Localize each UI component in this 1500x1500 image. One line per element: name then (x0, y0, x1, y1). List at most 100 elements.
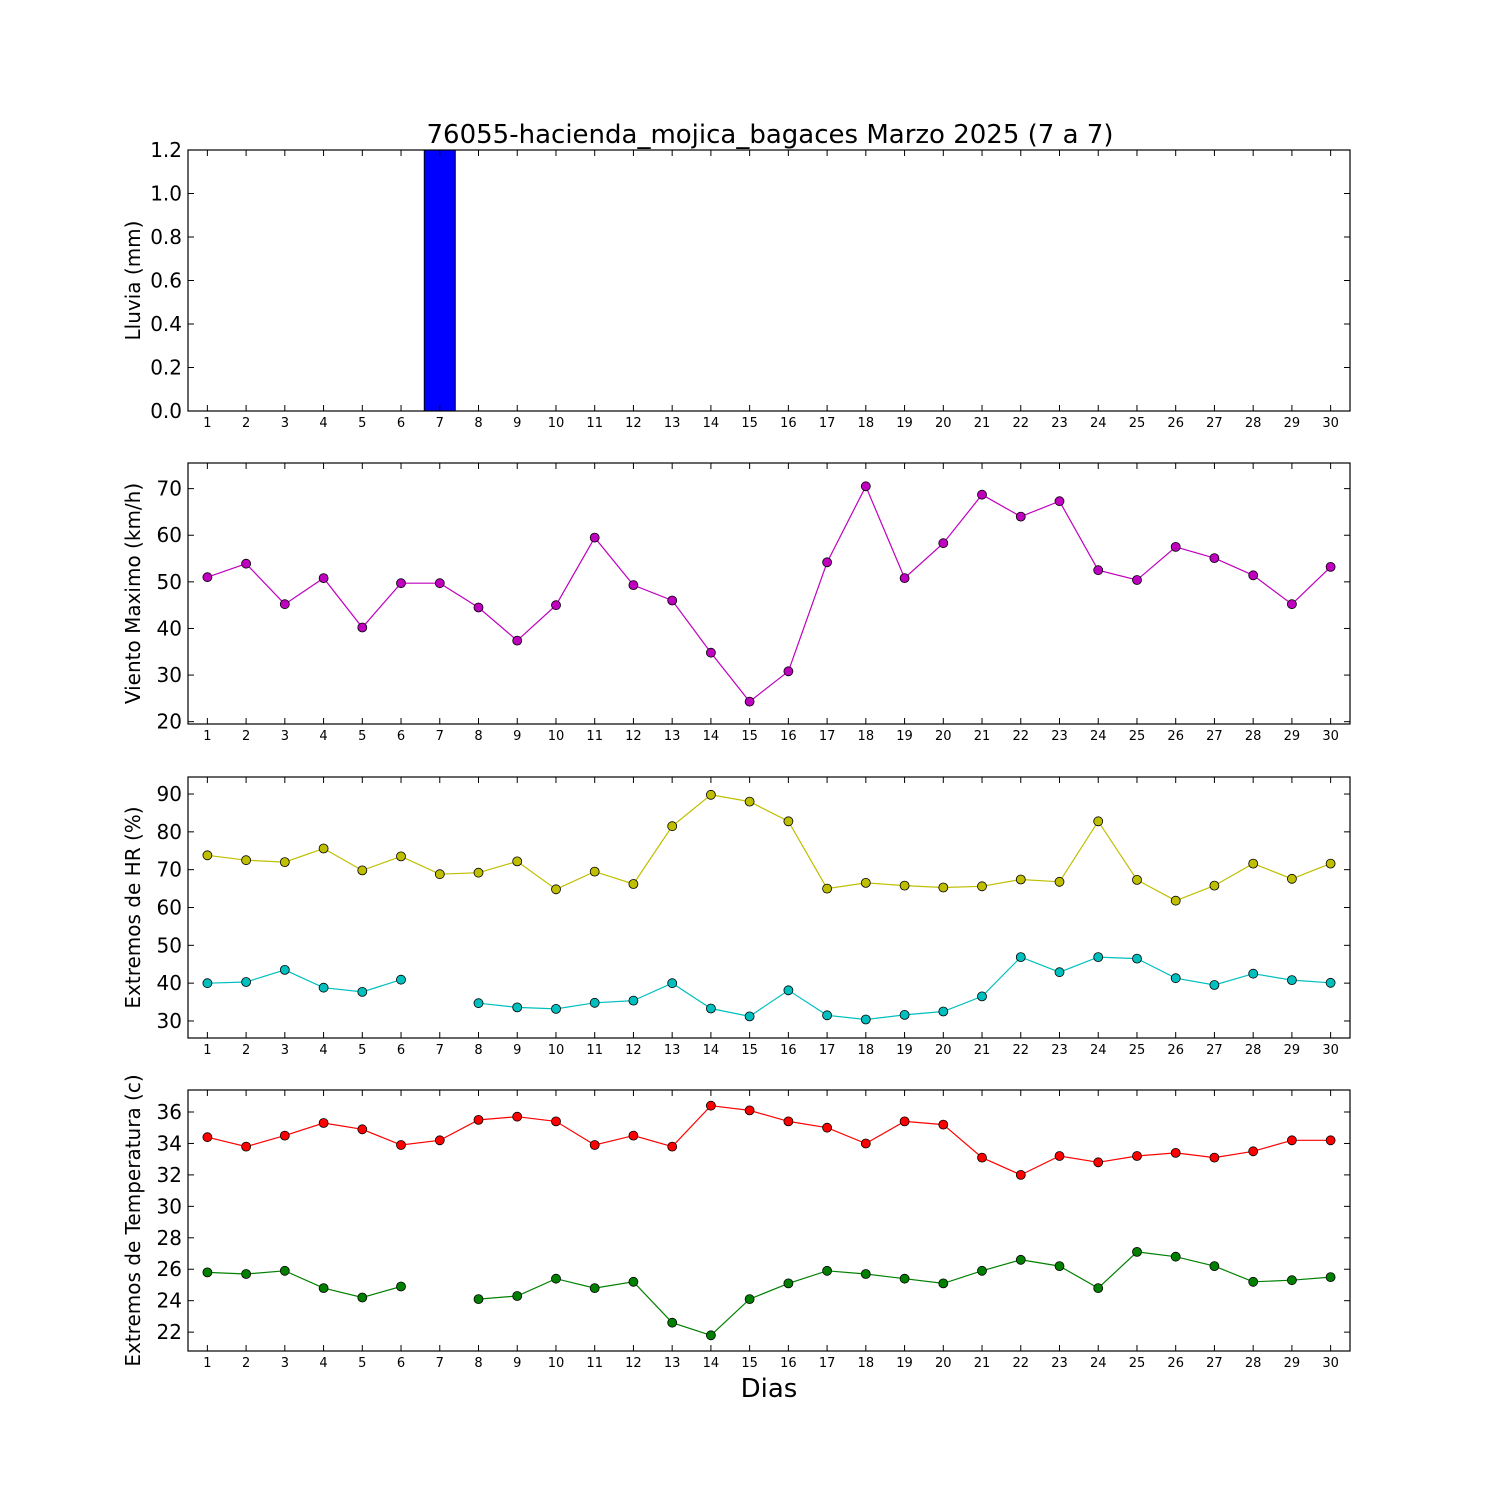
series-2-point-day-15 (744, 1011, 755, 1022)
xtick-label: 20 (935, 1043, 952, 1058)
series-1-point-day-11 (589, 866, 600, 877)
plot-frame (187, 776, 1351, 1039)
ytick-label: 40 (157, 971, 182, 995)
xtick-label: 15 (741, 416, 758, 431)
ytick-label: 1.2 (150, 138, 182, 162)
xtick-label: 2 (242, 416, 250, 431)
series-1-point-day-22 (1015, 1170, 1026, 1180)
xtick-label: 16 (780, 416, 797, 431)
series-1-point-day-10 (551, 884, 561, 895)
series-1-point-day-1 (202, 850, 213, 861)
series-1-point-day-4 (318, 1118, 329, 1128)
series-2-point-day-16 (783, 985, 794, 996)
series-1-point-day-19 (899, 573, 910, 583)
series-2-point-day-26 (1170, 1251, 1181, 1262)
xtick-label: 22 (1012, 729, 1029, 744)
series-1-point-day-12 (628, 580, 639, 590)
ytick-label: 30 (157, 663, 182, 687)
xtick-label: 22 (1012, 1043, 1029, 1058)
xtick-label: 18 (858, 1356, 875, 1371)
xtick-label: 17 (819, 1043, 836, 1058)
ytick-label: 0.8 (150, 225, 182, 249)
series-1-point-day-5 (357, 865, 368, 876)
series-2-point-day-11 (589, 997, 600, 1008)
xtick-label: 16 (780, 1356, 797, 1371)
xtick-label: 2 (242, 1043, 250, 1058)
series-1-point-day-7 (434, 869, 445, 880)
series-2-point-day-15 (744, 1294, 755, 1304)
xtick-label: 9 (513, 416, 521, 431)
xtick-label: 5 (358, 1043, 366, 1058)
series-1-line-segment (207, 1105, 1331, 1176)
series-1-point-day-23 (1054, 1151, 1065, 1161)
ytick-label: 70 (157, 858, 182, 882)
series-1-point-day-25 (1132, 575, 1142, 585)
xtick-label: 8 (474, 1043, 482, 1058)
xtick-label: 14 (703, 1356, 720, 1371)
series-2-point-day-19 (899, 1010, 910, 1020)
series-2-point-day-25 (1132, 953, 1142, 964)
ytick-label: 30 (157, 1194, 182, 1218)
panel-1: 0.00.20.40.60.81.01.21 2 3 4 5 6 7 8 9 10 11 12 13 14… (121, 138, 1351, 431)
xtick-label: 29 (1284, 1043, 1301, 1058)
series-2-point-day-11 (589, 1283, 600, 1293)
xtick-label: 7 (436, 1356, 444, 1371)
series-1-point-day-6 (396, 851, 406, 862)
series-1-point-day-7 (434, 1135, 445, 1146)
y-axis-label: Extremos de Temperatura (c) (121, 1074, 145, 1366)
xtick-label: 26 (1167, 416, 1184, 431)
xtick-label: 23 (1051, 729, 1068, 744)
xtick-label: 6 (397, 1356, 405, 1371)
ytick-label: 24 (157, 1289, 182, 1313)
series-2-point-day-23 (1054, 967, 1065, 978)
series-2-point-day-3 (279, 1265, 290, 1276)
xtick-label: 30 (1322, 1356, 1339, 1371)
series-2-point-day-20 (938, 1006, 949, 1017)
series-2-point-day-21 (977, 1265, 987, 1276)
ytick-label: 50 (157, 933, 182, 957)
series-1-point-day-9 (512, 635, 523, 646)
series-1-point-day-13 (667, 1141, 678, 1152)
xtick-label: 12 (625, 1043, 642, 1058)
ytick-label: 0.0 (150, 399, 182, 423)
xtick-label: 14 (703, 1043, 720, 1058)
series-1-point-day-22 (1015, 874, 1026, 885)
series-1-point-day-26 (1170, 1148, 1181, 1158)
series-1-point-day-3 (279, 857, 290, 867)
series-2-point-day-13 (667, 978, 678, 989)
series-1-point-day-21 (977, 1152, 987, 1163)
ytick-label: 50 (157, 570, 182, 594)
series-1-point-day-16 (783, 1116, 794, 1127)
xtick-label: 10 (548, 1356, 565, 1371)
series-2-point-day-5 (357, 987, 368, 997)
series-1-point-day-13 (667, 595, 678, 606)
xtick-label: 3 (281, 1356, 289, 1371)
series-1-point-day-24 (1093, 1157, 1104, 1168)
y-axis-label: Extremos de HR (%) (121, 806, 145, 1008)
series-2-point-day-25 (1132, 1247, 1142, 1257)
xtick-label: 23 (1051, 1043, 1068, 1058)
series-1-point-day-6 (396, 578, 406, 589)
xtick-label: 12 (625, 729, 642, 744)
series-1-point-day-27 (1209, 880, 1220, 891)
series-2-point-day-30 (1325, 977, 1336, 988)
series-1-point-day-11 (589, 532, 600, 543)
series-1-point-day-9 (512, 1111, 523, 1122)
series-2-point-day-8 (473, 1294, 484, 1304)
xtick-label: 10 (548, 729, 565, 744)
series-1-point-day-23 (1054, 496, 1065, 507)
series-2-point-day-21 (977, 991, 987, 1002)
xtick-label: 11 (586, 1356, 603, 1371)
ytick-label: 22 (157, 1320, 182, 1344)
xtick-label: 5 (358, 729, 366, 744)
series-1-point-day-19 (899, 880, 910, 891)
xtick-label: 20 (935, 1356, 952, 1371)
xtick-label: 4 (319, 416, 327, 431)
series-1-point-day-29 (1287, 873, 1297, 884)
series-1-point-day-28 (1248, 1146, 1259, 1157)
xtick-label: 17 (819, 1356, 836, 1371)
series-2-point-day-10 (551, 1004, 561, 1014)
series-1-point-day-27 (1209, 1152, 1220, 1163)
series-2-point-day-6 (396, 1281, 406, 1292)
